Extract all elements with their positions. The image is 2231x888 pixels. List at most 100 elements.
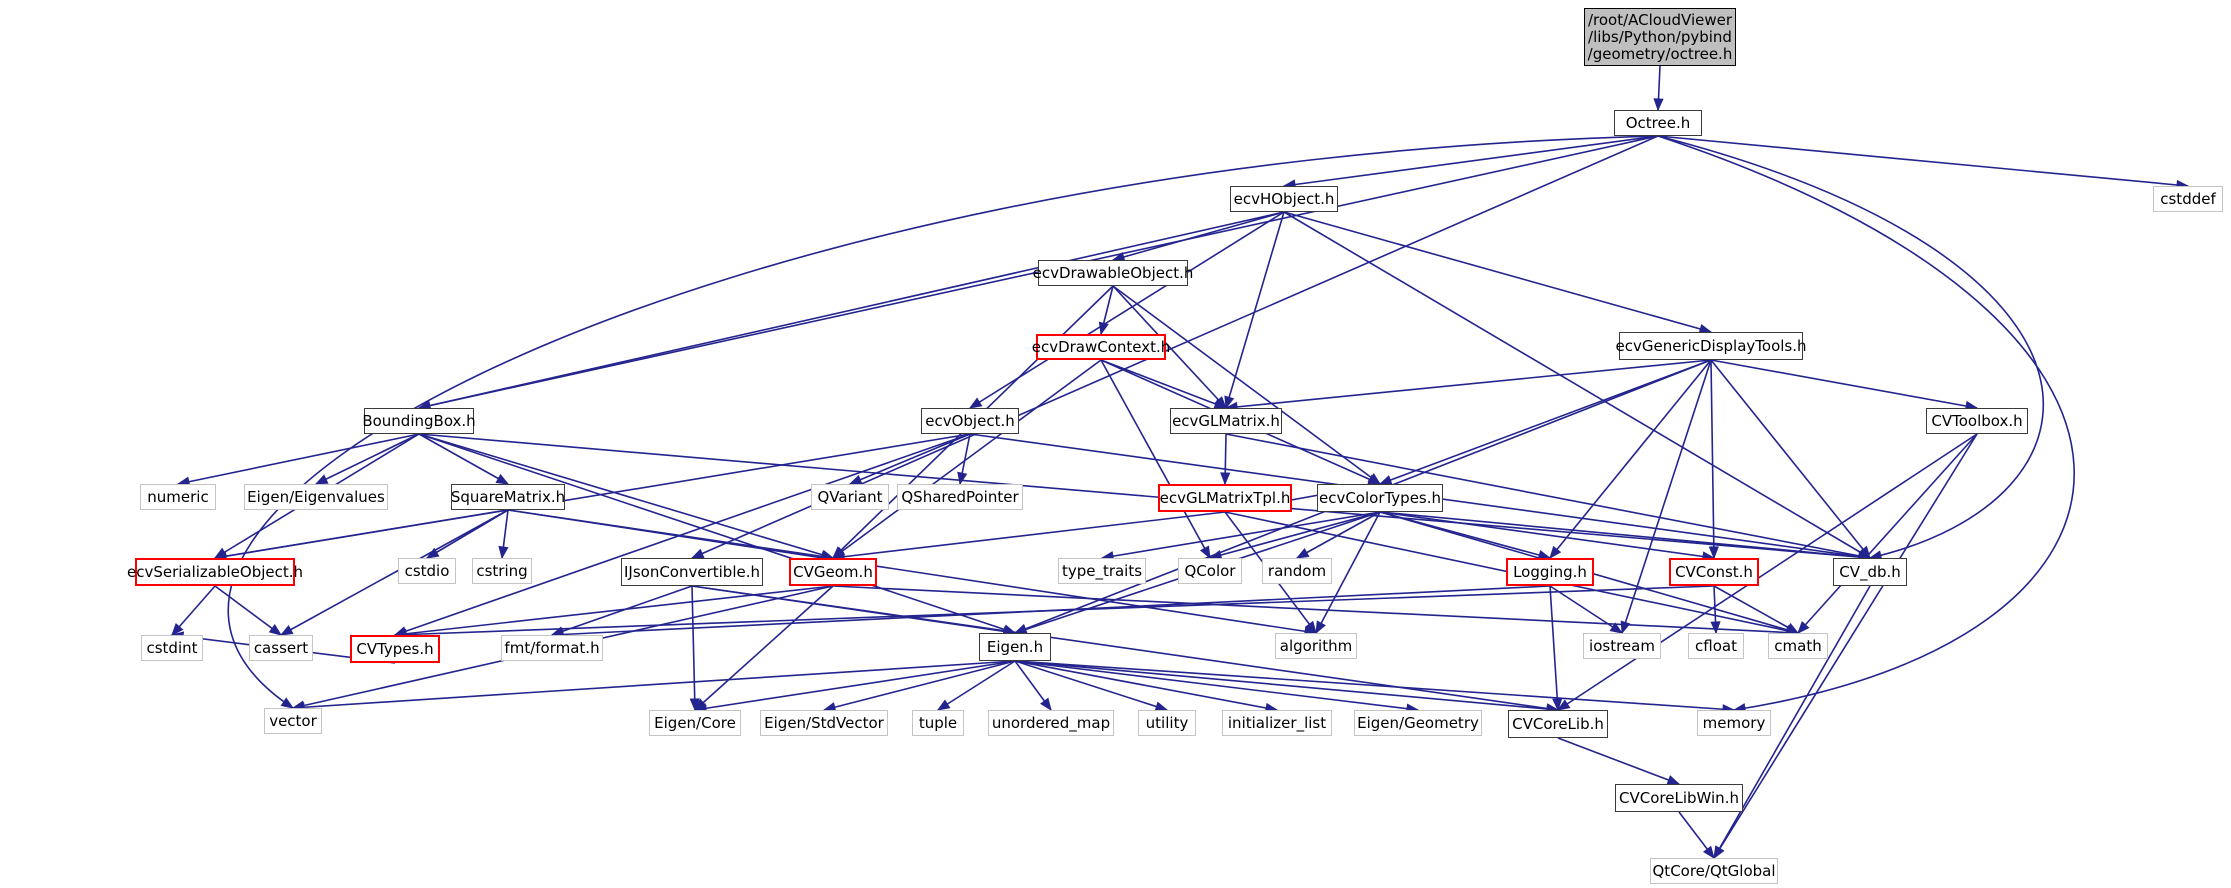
graph-node-cvgeom[interactable]: CVGeom.h [789,558,877,586]
graph-node-cvcorelib[interactable]: CVCoreLib.h [1508,710,1608,738]
include-edge-eigen-h-to-cvcorelib [1014,660,1560,715]
include-edge-cvtoolbox-to-cvcorelib [1556,433,1978,711]
graph-node-boundingbox[interactable]: BoundingBox.h [362,408,476,434]
include-edge-eigen-h-to-initializer-list [1014,660,1279,713]
include-edge-eigen-h-to-eigen-geometry [1014,660,1420,714]
include-edge-ecvcolortypes-to-type-traits [1100,511,1381,562]
graph-node-root: /root/ACloudViewer /libs/Python/pybind /… [1584,8,1736,66]
graph-node-cstring: cstring [472,558,532,584]
graph-node-qvariant: QVariant [811,484,889,510]
graph-node-qcolor: QColor [1178,558,1242,584]
include-edge-cvtoolbox-to-cmath [1797,433,1978,634]
include-edge-ecvcolortypes-to-cvdb [1379,511,1872,563]
include-edge-ecvhobject-to-boundingbox [417,211,1285,411]
include-edge-ecvserializableobject-to-cstdint [171,585,216,636]
include-edge-logging-to-cvcorelib [1549,585,1563,712]
graph-node-cvcorelibwin[interactable]: CVCoreLibWin.h [1615,784,1743,812]
include-edge-cvgeom-to-cvtypes [393,585,834,639]
graph-node-type-traits: type_traits [1058,558,1146,584]
graph-node-cmath: cmath [1768,633,1828,659]
include-edge-boundingbox-to-numeric [176,433,420,487]
graph-node-ecvdrawcontext[interactable]: ecvDrawContext.h [1032,334,1170,360]
graph-node-utility: utility [1138,710,1196,736]
include-edge-logging-to-iostream [1549,585,1624,634]
include-edge-ecvhobject-to-ecvobject [968,211,1285,409]
include-edge-ecvgenericdisplaytools-to-ecvglmatrix [1224,359,1712,412]
include-edge-octree-to-vector [227,135,1659,709]
graph-node-ecvobject[interactable]: ecvObject.h [921,408,1019,434]
graph-node-squarematrix[interactable]: SquareMatrix.h [451,484,565,510]
include-edge-boundingbox-to-cvgeom [418,433,835,560]
include-edge-ecvserializableobject-to-cassert [214,585,283,636]
include-edge-octree-to-memory [1657,135,2075,714]
include-edge-ecvcolortypes-to-random [1295,511,1381,559]
include-edge-cvconst-to-cfloat [1710,585,1721,635]
include-edge-eigen-h-to-eigen-stdvector [822,660,1016,713]
include-edge-boundingbox-to-eigen-eigenvalues [314,433,420,485]
graph-node-eigen-eigenvalues: Eigen/Eigenvalues [244,484,388,510]
graph-node-ecvcolortypes[interactable]: ecvColorTypes.h [1317,484,1443,512]
include-edge-ecvgenericdisplaytools-to-cvdb [1710,359,1871,559]
include-edge-eigen-h-to-tuple [936,660,1016,711]
graph-node-random: random [1262,558,1332,584]
graph-node-ecvgenericdisplaytools[interactable]: ecvGenericDisplayTools.h [1615,332,1807,360]
graph-node-ecvserializableobject[interactable]: ecvSerializableObject.h [127,558,303,586]
include-edge-cvcorelib-to-cvcorelibwin [1557,737,1681,785]
graph-node-ecvglmatrix[interactable]: ecvGLMatrix.h [1170,408,1282,434]
include-edge-cvconst-to-cvtypes [393,585,1715,640]
graph-node-tuple: tuple [912,710,964,736]
graph-node-eigen-h[interactable]: Eigen.h [979,633,1051,661]
include-edge-ecvhobject-to-ecvgenericdisplaytools [1283,211,1713,334]
include-edge-ecvhobject-to-cvdb [1283,211,1872,559]
include-edge-ecvcolortypes-to-qcolor [1208,511,1381,560]
graph-node-octree[interactable]: Octree.h [1614,110,1702,136]
include-edge-ijsonconvertible-to-cvcorelib [691,585,1560,714]
graph-node-ecvhobject[interactable]: ecvHObject.h [1230,186,1338,212]
include-edge-eigen-h-to-vector [291,660,1016,713]
include-edge-ecvhobject-to-ecvdrawableobject [1111,211,1285,262]
include-edge-octree-to-cstddef [1657,135,2190,191]
graph-node-cstdio: cstdio [398,558,456,584]
graph-node-eigen-stdvector: Eigen/StdVector [760,710,888,736]
include-edge-squarematrix-to-ecvserializableobject [213,509,509,562]
graph-node-ecvdrawableobject[interactable]: ecvDrawableObject.h [1033,260,1193,286]
include-edge-octree-to-cvdb [1657,135,2045,561]
include-edge-ecvhobject-to-ecvglmatrix [1224,211,1285,410]
include-edge-cvdb-to-qtglobal [1713,585,1871,860]
include-edge-ijsonconvertible-to-eigen-core [689,585,700,712]
include-edge-ecvobject-to-qvariant [848,433,971,485]
include-edge-eigen-h-to-memory [1014,660,1736,715]
include-edge-squarematrix-to-cstring [498,509,509,560]
graph-node-cstdint: cstdint [141,635,203,661]
graph-node-cstddef: cstddef [2153,186,2223,212]
graph-node-fmt-format: fmt/format.h [501,635,603,661]
include-edge-ecvgenericdisplaytools-to-iostream [1620,359,1712,635]
include-edge-squarematrix-to-cassert [279,509,509,636]
include-edge-boundingbox-to-eigen-h [418,433,1017,635]
graph-node-initializer-list: initializer_list [1222,710,1332,736]
include-edge-cvcorelibwin-to-qtglobal [1678,811,1715,860]
graph-node-ijsonconvertible[interactable]: IJsonConvertible.h [621,558,763,586]
graph-node-qsharedpointer: QSharedPointer [897,484,1023,510]
graph-node-iostream: iostream [1583,633,1661,659]
include-edge-octree-to-ecvhobject [1282,135,1659,190]
graph-node-cvdb[interactable]: CV_db.h [1833,558,1907,586]
include-edge-ecvdrawcontext-to-cvgeom [831,359,1102,559]
graph-node-eigen-geometry: Eigen/Geometry [1354,710,1482,736]
graph-node-cvtoolbox[interactable]: CVToolbox.h [1926,408,2028,434]
include-edge-squarematrix-to-algorithm [507,509,1318,637]
include-edge-ecvdrawableobject-to-ecvglmatrix [1112,285,1227,409]
graph-node-cvtypes[interactable]: CVTypes.h [350,635,440,663]
include-edge-cvgeom-to-cmath [832,585,1800,638]
include-edge-boundingbox-to-squarematrix [418,433,510,485]
graph-node-algorithm: algorithm [1275,633,1357,659]
graph-node-cvconst[interactable]: CVConst.h [1669,558,1759,586]
graph-node-ecvglmatrixtpl[interactable]: ecvGLMatrixTpl.h [1158,484,1292,512]
graph-node-cfloat: cfloat [1688,633,1744,659]
include-edge-eigen-h-to-unordered-map [1014,660,1052,712]
include-edge-ecvcolortypes-to-cvconst [1379,511,1716,562]
include-edge-boundingbox-to-cvdb [418,433,1872,563]
include-edge-ecvobject-to-qsharedpointer [957,433,971,486]
graph-node-logging[interactable]: Logging.h [1506,558,1594,586]
